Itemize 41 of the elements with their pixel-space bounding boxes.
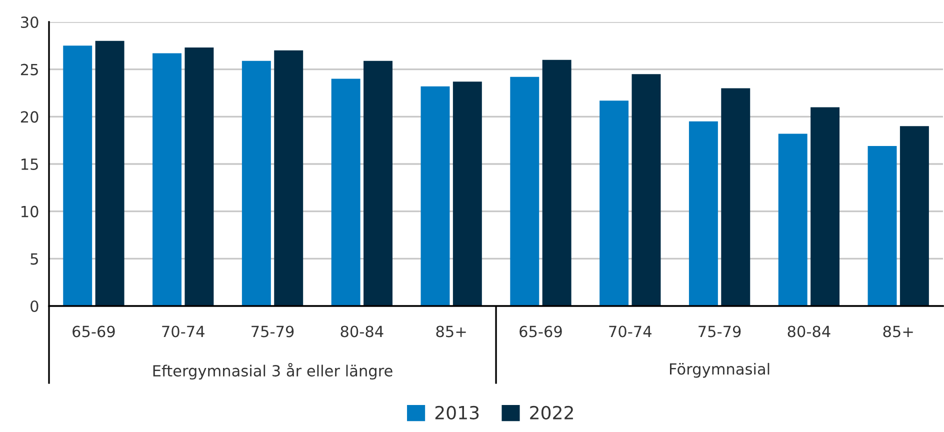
y-tick-label: 10 [22, 206, 38, 218]
x-tick-label: 70-74 [609, 326, 652, 338]
bar [600, 100, 629, 306]
text: Eftergymnasial 3 år eller längre [153, 362, 392, 380]
legend-label: 2013 [435, 406, 479, 420]
x-tick-label: 65-69 [520, 326, 562, 338]
text: Förgymnasial [670, 362, 770, 378]
bar [274, 50, 304, 306]
bar [688, 121, 718, 306]
x-tick-label: 85+ [436, 326, 466, 338]
bar [63, 46, 92, 306]
bar [510, 76, 540, 306]
bar [868, 146, 897, 306]
bar [721, 88, 750, 306]
x-tick-label: 70-74 [162, 326, 204, 338]
bar [542, 60, 572, 306]
x-tick-label: 85+ [883, 326, 913, 338]
x-tick-label: 75-79 [698, 326, 741, 338]
y-tick-label: 0 [30, 300, 38, 312]
bar [452, 82, 482, 306]
bar [152, 53, 182, 306]
bar [900, 126, 929, 306]
bar [632, 74, 661, 306]
legend-label: 2022 [530, 406, 573, 420]
y-tick-label: 30 [21, 16, 38, 28]
bar [242, 60, 271, 306]
y-tick-label: 20 [20, 111, 38, 123]
y-tick-label: 15 [22, 158, 38, 170]
x-tick-label: 80-84 [788, 326, 830, 338]
bar [331, 78, 360, 306]
bar [778, 134, 808, 306]
bar [420, 86, 450, 306]
x-tick-label: 65-69 [72, 326, 115, 338]
bar [364, 60, 392, 306]
bar [184, 48, 214, 306]
y-tick-label: 5 [30, 253, 38, 265]
x-tick-label: 75-79 [252, 326, 294, 338]
bar [95, 40, 124, 306]
y-tick-label: 25 [20, 64, 38, 76]
x-tick-label: 80-84 [340, 326, 384, 338]
bar [810, 107, 840, 306]
